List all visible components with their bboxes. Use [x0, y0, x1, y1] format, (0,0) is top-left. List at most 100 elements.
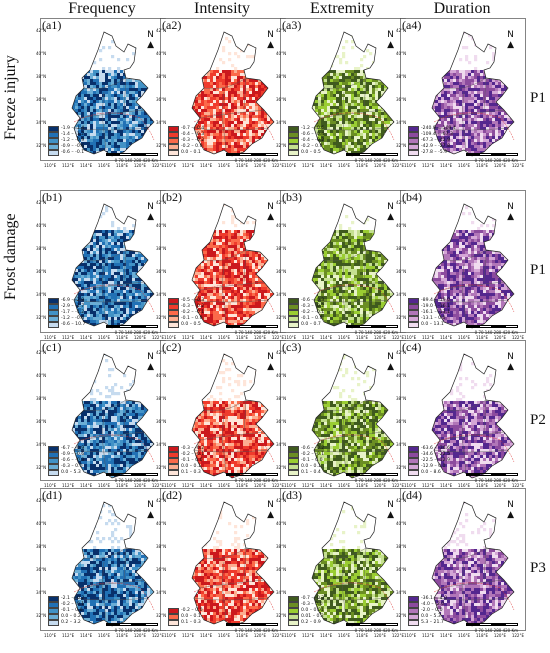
legend-item: -0.6 – -0.3: [48, 458, 84, 464]
lon-tick: 114°E: [199, 335, 213, 340]
lat-tick: 42°N: [156, 28, 167, 33]
legend-item: -0.2 – -0.1: [168, 310, 204, 316]
lat-tick: 36°N: [396, 419, 407, 424]
lon-tick: 114°E: [319, 633, 333, 638]
map-svg: [400, 340, 526, 481]
map-panel-b3: (b3) N ▲ -0.6 – -0.3 -0.3 – -0.2 -0.2 – -0.1-…: [276, 190, 406, 340]
dashed-boundary: [433, 434, 515, 463]
legend-swatch: [48, 310, 59, 316]
lon-tick: 118°E: [475, 163, 489, 168]
panel-label: (c3): [282, 340, 302, 354]
legend-item: -36.1 – -4.0: [408, 596, 447, 602]
scale-text: 0 70 140 280 420 Km: [234, 478, 278, 483]
lat-tick: 34°N: [276, 120, 287, 125]
scale-bar: [106, 623, 158, 626]
lat-tick: 38°N: [276, 74, 287, 79]
legend-text: -0.1 – 0.0: [61, 608, 83, 613]
region-outline: [431, 353, 515, 479]
lon-tick: 120°E: [253, 335, 267, 340]
north-label: N: [267, 30, 274, 40]
north-label: N: [147, 352, 154, 362]
lat-tick: 32°N: [276, 465, 287, 470]
longitude-axis: 110°E 112°E 114°E 116°E 118°E 120°E 122°E: [404, 483, 524, 488]
province-boundary: [341, 263, 347, 323]
lon-tick: 118°E: [475, 335, 489, 340]
legend-swatch: [288, 470, 299, 476]
lon-tick: 120°E: [253, 633, 267, 638]
map-panel-c4: (c4) N ▲ -63.6 – -34.6 -34.6 – -22.5 -22.5 – …: [396, 340, 526, 488]
legend-swatch: [48, 144, 59, 150]
lat-tick: 34°N: [156, 292, 167, 297]
map-panel-d2: (d2) N ▲ -0.2 – 0.0 0.0 – 0.1 0.1 – 0.3 0 70 1…: [156, 488, 286, 638]
lat-tick: 34°N: [36, 590, 47, 595]
lon-tick: 112°E: [301, 335, 315, 340]
lon-tick: 110°E: [44, 483, 57, 488]
longitude-axis: 110°E 112°E 114°E 116°E 118°E 120°E 122°E: [164, 335, 284, 340]
lon-tick: 122°E: [391, 335, 404, 340]
lon-tick: 122°E: [511, 483, 524, 488]
period-label: P1: [530, 262, 546, 278]
legend-swatch: [408, 126, 419, 132]
province-boundary: [79, 431, 145, 441]
latitude-axis: 42°N 40°N 38°N 36°N 34°N 32°N: [156, 28, 166, 148]
province-boundary: [221, 413, 227, 473]
province-boundary: [193, 127, 269, 131]
lon-tick: 118°E: [475, 483, 489, 488]
legend-item: -19.0 – -16.1: [408, 304, 450, 310]
lon-tick: 114°E: [439, 633, 453, 638]
province-boundary: [243, 249, 247, 283]
lat-tick: 36°N: [396, 567, 407, 572]
lon-tick: 122°E: [391, 163, 404, 168]
lon-tick: 122°E: [271, 633, 284, 638]
legend-swatch: [48, 298, 59, 304]
legend-item: 0.1 – 0.3: [168, 620, 203, 626]
scale-text: 0 70 140 280 420 Km: [234, 330, 278, 335]
lat-tick: 36°N: [156, 419, 167, 424]
legend-swatch: [288, 452, 299, 458]
legend-item: -1.4 – -1.2: [48, 132, 84, 138]
dashed-boundary: [193, 434, 275, 463]
lat-tick: 42°N: [396, 200, 407, 205]
scale-text: 0 70 140 280 420 Km: [474, 478, 518, 483]
legend-item: -0.6 – -0.3: [288, 298, 324, 304]
scale-text: 0 70 140 280 420 Km: [114, 158, 158, 163]
lon-tick: 116°E: [457, 633, 471, 638]
longitude-axis: 110°E 112°E 114°E 116°E 118°E 120°E 122°E: [164, 483, 284, 488]
legend-item: 0.01 – 0.2: [288, 614, 324, 620]
province-boundary: [363, 547, 367, 581]
region-outline: [431, 31, 515, 157]
province-boundary: [313, 449, 389, 453]
lon-tick: 120°E: [493, 163, 507, 168]
scale-text: 0 70 140 280 420 Km: [354, 628, 398, 633]
lat-tick: 32°N: [276, 143, 287, 148]
lon-tick: 112°E: [421, 483, 435, 488]
legend-swatch: [288, 138, 299, 144]
region-outline: [191, 203, 275, 329]
province-boundary: [341, 561, 347, 621]
province-boundary: [433, 449, 509, 453]
legend-text: -0.2 – -0.1: [301, 310, 325, 315]
lon-tick: 114°E: [319, 163, 333, 168]
north-arrow-icon: N ▲: [507, 500, 514, 520]
legend-swatch: [168, 310, 179, 316]
legend-text: -2.1 – -0.2: [61, 596, 85, 601]
legend-swatch: [408, 446, 419, 452]
scale-text: 0 70 140 280 420 Km: [114, 628, 158, 633]
lon-tick: 110°E: [284, 483, 297, 488]
lat-tick: 42°N: [36, 200, 47, 205]
legend-swatch: [168, 304, 179, 310]
legend-text: 0.1 – 0.3: [181, 620, 201, 625]
lon-tick: 114°E: [439, 335, 453, 340]
province-boundary: [443, 77, 487, 90]
province-boundary: [363, 399, 367, 433]
lon-tick: 122°E: [271, 335, 284, 340]
lon-tick: 116°E: [457, 483, 471, 488]
lon-tick: 112°E: [301, 633, 315, 638]
map-svg: [40, 488, 166, 631]
lon-tick: 118°E: [235, 335, 249, 340]
legend-item: -0.2 – 0.0: [168, 144, 204, 150]
lon-tick: 120°E: [133, 163, 147, 168]
legend-swatch: [288, 316, 299, 322]
scale-bar: [106, 153, 158, 156]
province-boundary: [313, 127, 389, 131]
